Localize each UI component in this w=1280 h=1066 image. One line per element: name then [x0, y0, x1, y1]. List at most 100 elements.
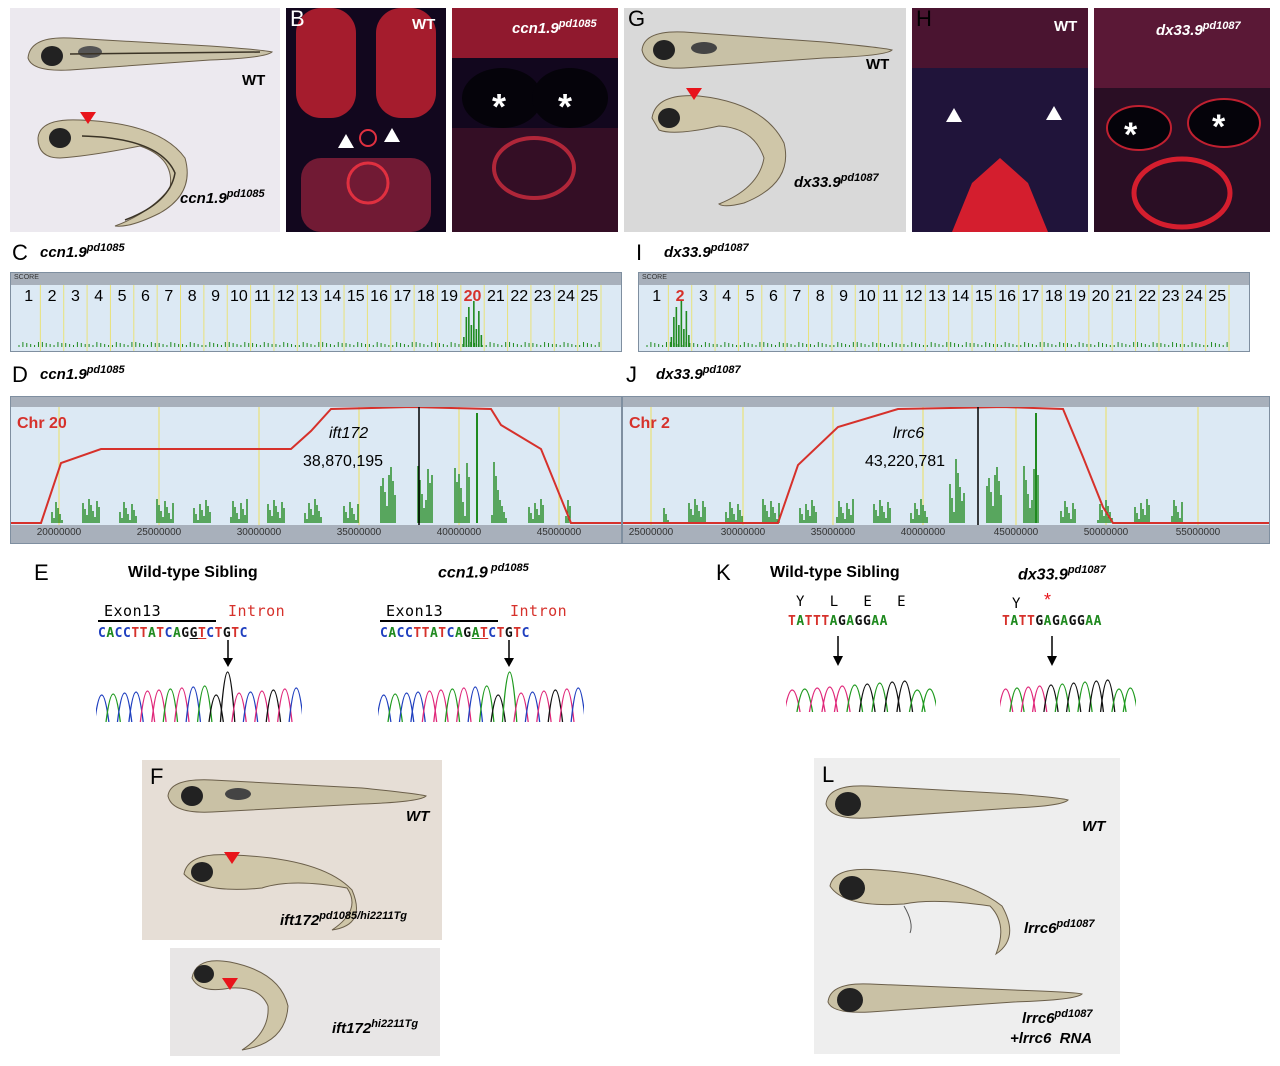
panel-l-image: WT lrrc6pd1087 lrrc6pd1087 +lrrc6 RNA — [814, 758, 1120, 1054]
chrom-label: 2 — [676, 288, 685, 305]
panel-a-image: WT ccn1.9pd1085 — [10, 8, 280, 232]
chrom-label: 16 — [370, 288, 388, 305]
chrom-label: 10 — [230, 288, 248, 305]
chromatogram-peak — [288, 687, 302, 722]
asterisk-icon: * — [1212, 108, 1226, 146]
asterisk-icon: * — [1124, 116, 1138, 154]
base-letter: C — [488, 626, 497, 641]
chrom-label: 21 — [487, 288, 505, 305]
chr-label: Chr 20 — [17, 415, 67, 432]
panel-letter-l: L — [822, 762, 835, 787]
mutant-label: ift172hi2211Tg — [332, 1018, 419, 1037]
chromatogram-wt — [786, 680, 936, 712]
down-arrow-icon — [1047, 636, 1057, 666]
panel-letter-e: E — [34, 560, 49, 585]
chrom-label: 18 — [1045, 288, 1063, 305]
chromatogram-mutant — [378, 671, 584, 722]
wt-label: WT — [1082, 818, 1106, 835]
base-letter: G — [1076, 614, 1086, 629]
tick-label: 35000000 — [810, 527, 856, 538]
genome-scan-c: SCORE 1 2 3 4 5 6 7 8 9 10 11 12 13 14 15 16 17 18 19 20 21 2… — [10, 272, 622, 352]
base-letter: A — [172, 626, 182, 641]
base-letter: G — [504, 626, 514, 641]
chrom-label: 19 — [440, 288, 458, 305]
wt-label: WT — [412, 16, 436, 33]
base-letter: T — [438, 626, 447, 641]
chr-plot-svg-j — [623, 407, 1269, 525]
tick-label: 40000000 — [436, 527, 482, 538]
base-letter: G — [862, 614, 872, 629]
histology-mutant-icon — [1094, 8, 1270, 230]
histology-mutant-icon — [452, 8, 618, 232]
chromatogram-peak — [501, 671, 518, 722]
base-letter: A — [147, 626, 157, 641]
chromatogram-peak — [208, 694, 224, 722]
wt-sequence: TATTTAGAGGAA — [788, 612, 888, 630]
chromatogram-peak — [1122, 687, 1136, 712]
intron-label: Intron — [228, 602, 286, 620]
base-letter: A — [454, 626, 464, 641]
chrom-label: 15 — [975, 288, 993, 305]
e-left-title: Wild-type Sibling — [128, 564, 258, 581]
panel-b-wt-image: WT — [286, 8, 446, 232]
panel-letter-h: H — [916, 6, 932, 31]
white-arrowhead-icon — [946, 108, 962, 122]
base-letter: G — [189, 626, 198, 641]
tick-label: 35000000 — [336, 527, 382, 538]
chrom-label: 9 — [839, 288, 848, 305]
k-left-title: Wild-type Sibling — [770, 564, 900, 581]
score-label: SCORE — [14, 274, 39, 281]
chrom-label: 8 — [816, 288, 825, 305]
chrom-label: 10 — [858, 288, 876, 305]
chrom-label: 13 — [928, 288, 946, 305]
chromatogram-peak — [921, 688, 936, 712]
chrom-label: 13 — [300, 288, 318, 305]
chrom-label: 5 — [746, 288, 755, 305]
base-letter: A — [879, 614, 888, 629]
chr-plot-svg-d — [11, 407, 621, 525]
mutant-label: ccn1.9pd1085 — [512, 18, 597, 37]
exon-label: Exon13 — [104, 602, 162, 620]
mapping-curve — [11, 407, 621, 524]
base-letter: A — [1043, 614, 1052, 629]
chrom-label: 17 — [394, 288, 412, 305]
larva-wt-icon — [167, 779, 427, 931]
chrom-label: 24 — [1185, 288, 1203, 305]
base-letter: A — [106, 626, 115, 641]
amino-acids-mutant: Y — [1012, 596, 1021, 612]
chrom-label: 23 — [534, 288, 552, 305]
chrom-label: 9 — [211, 288, 220, 305]
amino-acids-wt: Y L E E — [796, 594, 906, 610]
chrom-label: 4 — [722, 288, 731, 305]
chrom-label: 2 — [48, 288, 57, 305]
base-letter: A — [429, 626, 439, 641]
base-letter: T — [788, 614, 797, 629]
white-arrowhead-icon — [384, 128, 400, 142]
base-letter: A — [1085, 614, 1094, 629]
base-letter: G — [463, 626, 472, 641]
gene-label: lrrc6 — [893, 425, 925, 442]
chrom-label: 22 — [1138, 288, 1156, 305]
chr-label: Chr 2 — [629, 415, 670, 432]
chrom-label: 1 — [652, 288, 661, 305]
panel-letter-c: C — [12, 240, 28, 265]
chrom-label: 23 — [1162, 288, 1180, 305]
base-letter: C — [380, 626, 389, 641]
chrom-label: 7 — [164, 288, 173, 305]
mutant-sequence: TATTGAGAGGAA — [1002, 612, 1102, 630]
larva-wt-icon — [641, 31, 893, 207]
base-letter: T — [421, 626, 430, 641]
tick-label: 45000000 — [993, 527, 1039, 538]
chrom-label: 14 — [951, 288, 969, 305]
base-letter: C — [521, 626, 530, 641]
scan-plot-i: 1 2 3 4 5 6 7 8 9 10 11 12 13 14 15 16 17 18 19 20 21 22 23 24 2… — [646, 285, 1230, 351]
base-letter: G — [181, 626, 190, 641]
mutant-label: ift172pd1085/hi2211Tg — [280, 910, 408, 929]
tick-label: 55000000 — [1175, 527, 1221, 538]
red-arrowhead-icon — [686, 88, 702, 100]
e-right-title: ccn1.9 pd1085 — [438, 562, 529, 582]
red-arrowhead-icon — [224, 852, 240, 864]
panel-c-title: ccn1.9pd1085 — [40, 242, 125, 261]
base-letter: T — [496, 626, 505, 641]
base-letter: G — [222, 626, 232, 641]
